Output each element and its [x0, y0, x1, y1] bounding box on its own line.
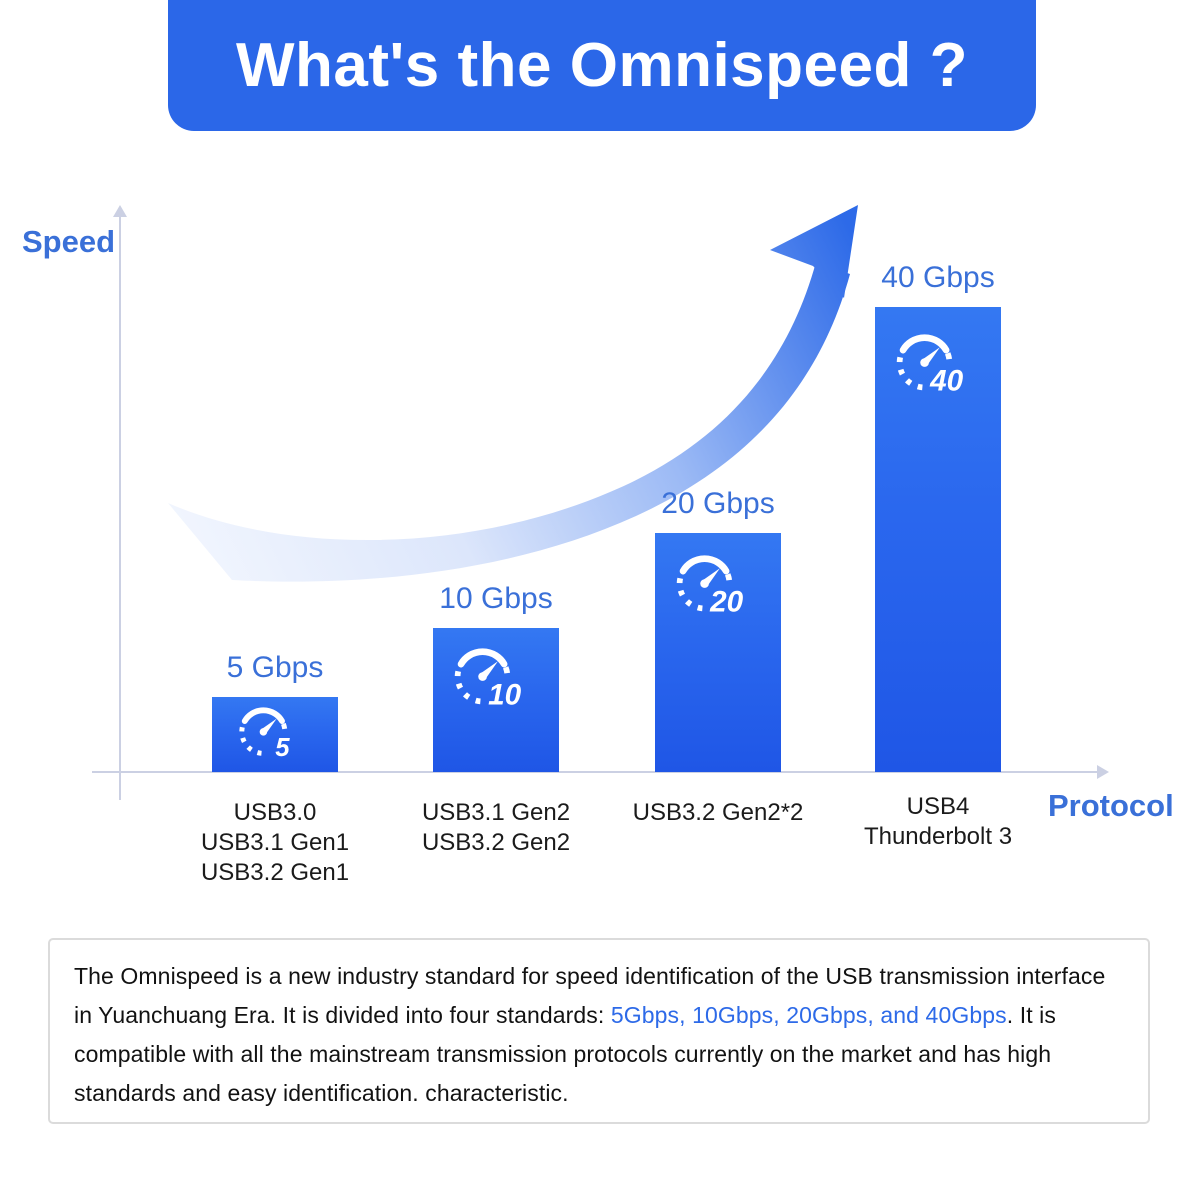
description-box: The Omnispeed is a new industry standard… — [48, 938, 1150, 1124]
gauge-value: 10 — [488, 678, 522, 711]
protocol-line: USB3.2 Gen2 — [421, 829, 571, 856]
bar-speed-label-40gbps: 40 Gbps — [881, 261, 995, 294]
protocol-line: USB3.2 Gen2*2 — [632, 799, 804, 826]
title-banner: What's the Omnispeed ? — [168, 0, 1036, 131]
page-title: What's the Omnispeed ? — [236, 31, 968, 100]
y-axis-label: Speed — [22, 224, 116, 259]
description-segment: . It is compatible with all the mainstre… — [74, 1002, 1056, 1106]
y-axis-arrowhead-icon — [113, 205, 127, 217]
speedometer-icon: 5 — [239, 707, 290, 762]
x-axis-label: Protocol — [1048, 788, 1174, 823]
bar-20gbps: 20 — [655, 533, 781, 772]
bar-10gbps: 10 — [433, 628, 559, 772]
protocol-label-usb30: USB3.0 USB3.1 Gen1 USB3.2 Gen1 — [145, 798, 405, 888]
protocol-label-usb4: USB4 Thunderbolt 3 — [808, 792, 1068, 852]
description-highlight: 5Gbps, 10Gbps, 20Gbps, and 40Gbps — [610, 1002, 1007, 1028]
protocol-label-usb32gen2x2: USB3.2 Gen2*2 — [588, 798, 848, 828]
gauge-value: 20 — [709, 585, 744, 618]
speedometer-icon: 10 — [454, 648, 522, 711]
x-axis-arrowhead-icon — [1097, 765, 1109, 779]
gauge-value: 40 — [929, 364, 964, 397]
protocol-line: USB3.2 Gen1 — [200, 859, 350, 886]
protocol-line: USB4 — [906, 793, 970, 820]
protocol-line: USB3.0 — [233, 799, 317, 826]
bar-speed-label-5gbps: 5 Gbps — [226, 651, 324, 684]
bar-5gbps: 5 — [212, 697, 338, 772]
protocol-label-usb31gen2: USB3.1 Gen2 USB3.2 Gen2 — [366, 798, 626, 858]
protocol-line: USB3.1 Gen1 — [200, 829, 350, 856]
protocol-line: USB3.1 Gen2 — [421, 799, 571, 826]
description-text: The Omnispeed is a new industry standard… — [74, 957, 1124, 1113]
bar-speed-label-10gbps: 10 Gbps — [439, 582, 553, 615]
bar-40gbps: 40 — [875, 307, 1001, 772]
protocol-line: Thunderbolt 3 — [863, 823, 1013, 850]
speedometer-icon: 40 — [896, 334, 964, 397]
description-segment: The Omnispeed is a new industry standard… — [74, 963, 1106, 1028]
bar-speed-label-20gbps: 20 Gbps — [661, 487, 775, 520]
gauge-value: 5 — [275, 734, 290, 762]
y-axis-line — [119, 216, 121, 800]
x-axis-line — [92, 771, 1098, 773]
speedometer-icon: 20 — [676, 555, 744, 618]
